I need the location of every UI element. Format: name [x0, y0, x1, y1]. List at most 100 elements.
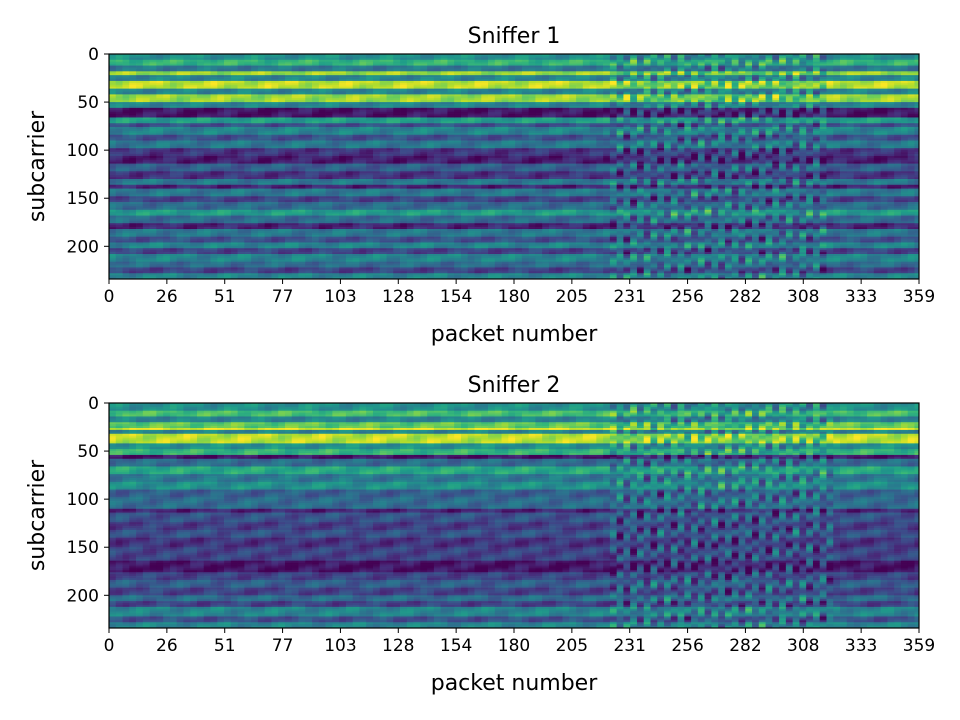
heatmap-cell: [183, 69, 191, 72]
heatmap-cell: [298, 269, 306, 272]
heatmap-cell: [169, 275, 178, 278]
heatmap-cell: [176, 165, 184, 168]
heatmap-cell: [271, 244, 279, 247]
heatmap-cell: [345, 69, 354, 72]
heatmap-cell: [305, 225, 313, 228]
heatmap-cell: [183, 221, 191, 224]
heatmap-cell: [284, 194, 293, 197]
heatmap-cell: [142, 246, 150, 249]
heatmap-cell: [210, 275, 218, 278]
heatmap-cell: [136, 127, 144, 130]
heatmap-cell: [163, 261, 171, 264]
heatmap-cell: [190, 236, 198, 239]
heatmap-cell: [237, 205, 245, 209]
heatmap-cell: [312, 69, 320, 72]
heatmap-cell: [352, 119, 360, 122]
heatmap-cell: [203, 225, 211, 228]
heatmap-cell: [217, 100, 225, 103]
heatmap-cell: [257, 200, 266, 203]
heatmap-cell: [224, 61, 232, 64]
heatmap-cell: [271, 61, 279, 64]
heatmap-cell: [196, 80, 205, 84]
heatmap-cell: [352, 261, 360, 264]
heatmap-cell: [163, 234, 171, 238]
heatmap-cell: [176, 267, 184, 270]
heatmap-cell: [109, 159, 117, 163]
heatmap-cell: [366, 261, 374, 264]
heatmap-cell: [156, 271, 164, 274]
heatmap-cell: [305, 250, 313, 253]
heatmap-cell: [176, 167, 184, 170]
heatmap-cell: [176, 148, 184, 151]
heatmap-cell: [156, 90, 164, 93]
heatmap-cell: [115, 107, 123, 111]
heatmap-cell: [339, 55, 347, 59]
heatmap-cell: [339, 200, 347, 203]
heatmap-cell: [372, 130, 381, 134]
heatmap-cell: [142, 73, 150, 76]
heatmap-cell: [183, 90, 191, 93]
heatmap-cell: [122, 167, 130, 170]
heatmap-cell: [136, 80, 144, 84]
heatmap-cell: [264, 275, 272, 278]
heatmap-cell: [142, 242, 150, 245]
heatmap-cell: [142, 65, 150, 68]
heatmap-cell: [230, 200, 238, 203]
heatmap-cell: [379, 186, 387, 189]
heatmap-cell: [122, 236, 130, 239]
heatmap-cell: [122, 79, 130, 82]
heatmap-cell: [109, 271, 117, 274]
heatmap-cell: [115, 229, 123, 232]
heatmap-cell: [149, 180, 157, 184]
heatmap-cell: [196, 205, 205, 209]
heatmap-cell: [122, 144, 130, 147]
heatmap-cell: [183, 190, 191, 193]
heatmap-cell: [156, 161, 164, 164]
heatmap-cell: [122, 190, 130, 193]
heatmap-cell: [156, 132, 164, 136]
heatmap-cell: [305, 194, 313, 197]
heatmap-cell: [203, 236, 211, 239]
heatmap-cell: [136, 88, 144, 91]
heatmap-cell: [109, 179, 117, 182]
heatmap-cell: [203, 150, 211, 153]
heatmap-cell: [372, 250, 381, 253]
heatmap-cell: [318, 225, 326, 228]
heatmap-cell: [203, 161, 211, 164]
heatmap-cell: [129, 82, 137, 86]
heatmap-cell: [366, 136, 374, 139]
heatmap-cell: [109, 132, 117, 136]
heatmap-cell: [169, 167, 178, 170]
heatmap-cell: [169, 192, 178, 195]
heatmap-cell: [149, 152, 157, 155]
heatmap-cell: [136, 188, 144, 191]
heatmap-cell: [393, 125, 401, 128]
heatmap-cell: [149, 190, 157, 193]
heatmap-cell: [129, 246, 137, 249]
heatmap-cell: [169, 263, 178, 266]
heatmap-cell: [359, 125, 367, 128]
heatmap-cell: [149, 205, 157, 209]
heatmap-cell: [169, 77, 178, 80]
heatmap-cell: [136, 73, 144, 76]
heatmap-cell: [278, 255, 286, 259]
heatmap-cell: [352, 136, 360, 139]
heatmap-cell: [210, 211, 218, 214]
heatmap-cell: [122, 104, 130, 107]
heatmap-cell: [264, 180, 272, 184]
heatmap-cell: [142, 238, 150, 241]
heatmap-cell: [122, 105, 130, 109]
heatmap-cell: [190, 80, 198, 84]
heatmap-cell: [271, 119, 279, 122]
heatmap-cell: [142, 271, 150, 274]
heatmap-cell: [318, 269, 326, 272]
heatmap-cell: [291, 180, 299, 184]
heatmap-cell: [291, 55, 299, 59]
heatmap-cell: [393, 180, 401, 184]
heatmap-cell: [278, 69, 286, 72]
heatmap-cell: [318, 86, 326, 89]
heatmap-cell: [264, 261, 272, 264]
heatmap-cell: [176, 163, 184, 166]
heatmap-cell: [257, 100, 266, 103]
heatmap-cell: [149, 94, 157, 97]
